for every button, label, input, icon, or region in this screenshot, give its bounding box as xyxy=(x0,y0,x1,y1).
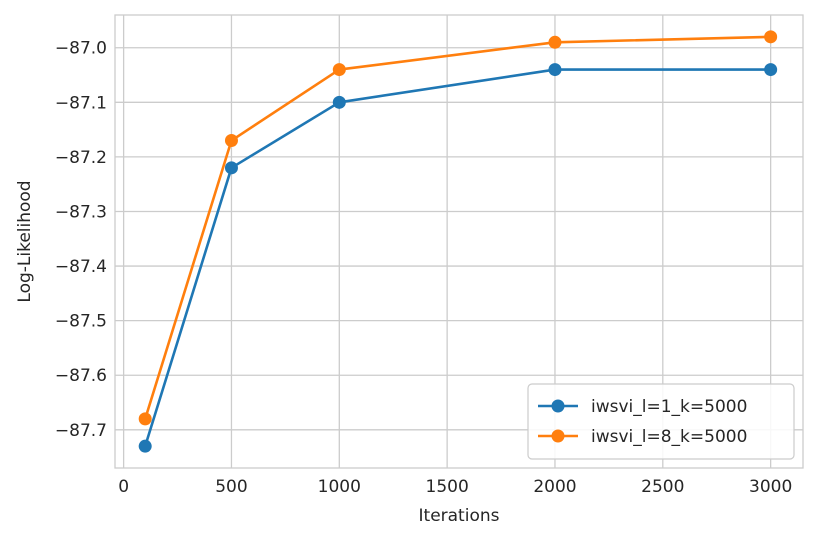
data-point xyxy=(224,161,238,175)
legend-item: iwsvi_l=8_k=5000 xyxy=(538,427,747,447)
y-tick-label: −87.7 xyxy=(55,421,107,441)
legend-item: iwsvi_l=1_k=5000 xyxy=(538,397,747,417)
y-tick-labels: −87.7 −87.6 −87.5 −87.4 −87.3 −87.2 −87.1 −87.0 xyxy=(55,39,107,441)
legend-marker xyxy=(551,399,565,413)
legend: iwsvi_l=1_k=5000 iwsvi_l=8_k=5000 xyxy=(527,383,795,460)
data-point xyxy=(332,63,346,77)
data-point xyxy=(224,134,238,148)
data-point xyxy=(332,95,346,109)
legend-marker xyxy=(551,429,565,443)
data-point xyxy=(138,412,152,426)
x-tick-label: 2500 xyxy=(641,477,684,497)
series-2 xyxy=(138,30,778,426)
series-layer xyxy=(138,30,778,453)
y-tick-label: −87.2 xyxy=(55,148,107,168)
x-tick-label: 0 xyxy=(118,477,129,497)
series-1 xyxy=(138,63,778,453)
y-axis-label: Log-Likelihood xyxy=(15,180,35,302)
plot-frame xyxy=(114,14,804,469)
data-point xyxy=(764,30,778,44)
y-tick-label: −87.4 xyxy=(55,257,107,277)
x-tick-label: 1500 xyxy=(426,477,469,497)
legend-label: iwsvi_l=8_k=5000 xyxy=(591,427,747,447)
legend-box xyxy=(527,383,795,460)
y-tick-label: −87.3 xyxy=(55,202,107,222)
data-point xyxy=(764,63,778,77)
x-tick-label: 2000 xyxy=(533,477,576,497)
data-point xyxy=(548,35,562,49)
legend-label: iwsvi_l=1_k=5000 xyxy=(591,397,747,417)
y-tick-label: −87.6 xyxy=(55,366,107,386)
series-line xyxy=(143,35,771,420)
data-point xyxy=(138,439,152,453)
data-point xyxy=(548,63,562,77)
x-axis-label: Iterations xyxy=(419,506,500,526)
y-tick-label: −87.5 xyxy=(55,312,107,332)
grid xyxy=(115,15,803,468)
x-tick-labels: 0 500 1000 1500 2000 2500 3000 xyxy=(118,477,792,497)
x-tick-label: 1000 xyxy=(318,477,361,497)
y-tick-label: −87.1 xyxy=(55,93,107,113)
y-tick-label: −87.0 xyxy=(55,39,107,59)
x-tick-label: 500 xyxy=(215,477,247,497)
x-tick-label: 3000 xyxy=(749,477,792,497)
